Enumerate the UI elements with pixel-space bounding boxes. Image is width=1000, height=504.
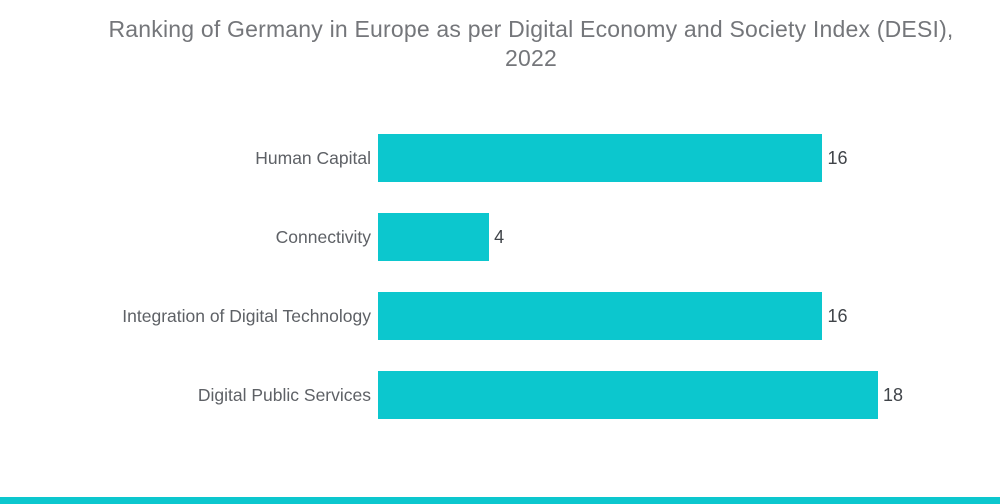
bar-row: Human Capital 16 xyxy=(0,134,1000,182)
bar-row: Integration of Digital Technology 16 xyxy=(0,292,1000,340)
footer-accent-bar xyxy=(0,497,1000,504)
value-label: 16 xyxy=(827,305,848,326)
bar-row: Digital Public Services 18 xyxy=(0,371,1000,419)
value-label: 4 xyxy=(494,226,505,247)
chart-title: Ranking of Germany in Europe as per Digi… xyxy=(0,15,1000,73)
category-label: Integration of Digital Technology xyxy=(122,305,371,326)
chart-rows: Human Capital 16 Connectivity 4 Integration … xyxy=(0,134,1000,419)
bar xyxy=(378,292,823,340)
category-label: Digital Public Services xyxy=(197,384,371,405)
bar xyxy=(378,213,490,261)
category-label: Human Capital xyxy=(255,147,371,168)
chart-title-line-1: Ranking of Germany in Europe as per Digi… xyxy=(108,16,954,42)
bar-row: Connectivity 4 xyxy=(0,213,1000,261)
bar xyxy=(378,134,823,182)
bar xyxy=(378,371,878,419)
value-label: 16 xyxy=(827,147,848,168)
chart-title-line-2: 2022 xyxy=(505,45,557,71)
category-label: Connectivity xyxy=(275,226,371,247)
value-label: 18 xyxy=(883,384,904,405)
